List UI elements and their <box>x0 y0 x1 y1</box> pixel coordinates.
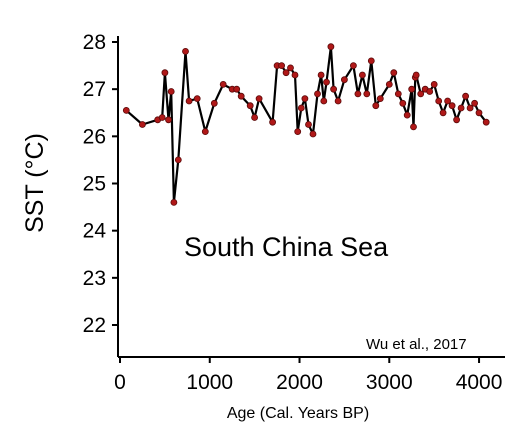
data-point <box>327 43 335 51</box>
x-axis: 0 1000 2000 3000 4000 <box>114 356 505 394</box>
x-tick-label: 0 <box>114 371 126 394</box>
data-point <box>330 85 338 93</box>
data-point <box>291 71 299 79</box>
data-point <box>372 102 380 110</box>
data-point <box>399 99 407 107</box>
data-point <box>210 99 218 107</box>
x-axis-label: Age (Cal. Years BP) <box>227 405 369 422</box>
data-point <box>403 111 411 119</box>
citation-label: Wu et al., 2017 <box>366 336 467 353</box>
plot-area <box>122 43 490 206</box>
data-point <box>167 88 175 95</box>
data-point <box>367 57 375 65</box>
data-point <box>390 69 398 77</box>
data-point <box>482 118 490 126</box>
y-tick-label: 27 <box>83 78 106 101</box>
data-point <box>138 121 146 128</box>
data-point <box>408 85 416 93</box>
data-point <box>314 90 321 98</box>
data-point <box>170 198 178 206</box>
data-point <box>334 97 342 105</box>
data-point <box>410 123 417 131</box>
data-point <box>417 90 425 98</box>
data-point <box>122 107 130 114</box>
data-point <box>201 128 209 136</box>
data-point <box>219 81 227 88</box>
data-point <box>453 116 461 124</box>
data-point <box>287 64 294 72</box>
data-point <box>471 99 479 107</box>
data-point <box>412 71 420 79</box>
y-tick-label: 26 <box>83 125 106 148</box>
data-point <box>435 97 443 105</box>
region-label: South China Sea <box>184 232 389 262</box>
data-point <box>294 128 302 136</box>
data-point <box>340 76 348 84</box>
data-point <box>309 130 317 138</box>
data-point <box>354 90 362 98</box>
data-point <box>430 81 438 88</box>
x-tick-label: 4000 <box>456 371 503 394</box>
data-point <box>278 62 286 69</box>
data-point <box>462 92 470 100</box>
x-tick-label: 2000 <box>276 371 323 394</box>
data-point <box>251 114 259 121</box>
data-point <box>158 114 166 121</box>
data-point <box>376 95 384 102</box>
data-point <box>320 97 328 105</box>
data-point <box>444 97 452 105</box>
x-tick-label: 1000 <box>186 371 233 394</box>
y-tick-label: 28 <box>83 31 106 54</box>
data-point <box>233 85 241 93</box>
data-point <box>426 88 434 95</box>
data-point <box>185 97 193 105</box>
x-tick-label: 3000 <box>366 371 413 394</box>
data-point <box>323 78 330 86</box>
y-tick-label: 25 <box>83 173 106 196</box>
data-point <box>349 62 357 69</box>
data-point <box>457 104 465 112</box>
data-point <box>358 71 366 79</box>
data-point <box>305 121 312 128</box>
data-point <box>317 71 325 79</box>
y-tick-label: 24 <box>83 220 107 243</box>
data-point <box>255 95 263 102</box>
sst-data-points <box>122 43 490 206</box>
data-point <box>301 95 309 102</box>
data-point <box>246 102 254 110</box>
data-point <box>385 81 393 88</box>
data-point <box>363 90 371 98</box>
y-axis: 22 23 24 25 26 27 28 <box>83 31 119 357</box>
data-point <box>394 90 402 98</box>
data-point <box>475 109 483 117</box>
data-point <box>297 104 305 112</box>
data-point <box>161 69 169 77</box>
y-axis-label: SST (°C) <box>21 133 49 233</box>
y-tick-label: 22 <box>83 314 106 337</box>
y-tick-label: 23 <box>83 267 106 290</box>
data-point <box>466 104 474 112</box>
data-point <box>282 69 290 77</box>
data-point <box>193 95 201 102</box>
data-point <box>237 92 245 100</box>
data-point <box>182 48 189 55</box>
data-point <box>165 116 172 124</box>
data-point <box>439 109 447 117</box>
data-point <box>174 156 182 164</box>
data-point <box>448 102 456 110</box>
data-point <box>269 118 277 126</box>
